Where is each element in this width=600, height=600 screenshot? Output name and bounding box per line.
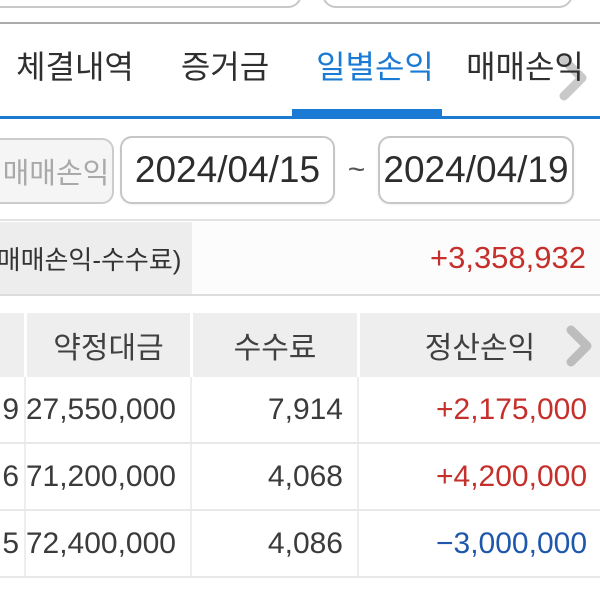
- table-row: 9 527,550,000 7,914 +2,175,000: [0, 377, 600, 444]
- summary-row: (매매손익-수수료) +3,358,932: [0, 222, 600, 296]
- row-fee: 7,914: [190, 377, 357, 442]
- row-settlement-pnl: +4,200,000: [357, 444, 600, 509]
- summary-value-cell: +3,358,932: [192, 222, 600, 294]
- chevron-right-icon[interactable]: [564, 325, 594, 367]
- tab-daily-pnl[interactable]: 일별손익: [316, 48, 434, 85]
- row-fee: 4,068: [190, 444, 357, 509]
- header-contract-amount: 약정대금: [27, 313, 190, 377]
- filter-row: 매매손익 2024/04/15 ~ 2024/04/19: [0, 119, 600, 221]
- row-date: 5: [2, 526, 19, 560]
- chevron-right-icon[interactable]: [556, 54, 590, 102]
- table-row: 6 271,200,000 4,068 +4,200,000: [0, 444, 600, 511]
- date-to-field[interactable]: 2024/04/19: [378, 136, 574, 204]
- row-contract-amount: 527,550,000: [24, 377, 190, 442]
- row-settlement-pnl: +2,175,000: [357, 377, 600, 442]
- row-contract-amount: 272,400,000: [24, 511, 190, 576]
- summary-label: (매매손익-수수료): [0, 244, 182, 275]
- tab-bar: 체결내역 증거금 일별손익 매매손익: [0, 24, 600, 119]
- row-fee: 4,086: [190, 511, 357, 576]
- summary-total-value: +3,358,932: [429, 240, 586, 275]
- active-tab-indicator: [292, 109, 442, 119]
- date-from-field[interactable]: 2024/04/15: [120, 136, 335, 204]
- table-header: 약정대금 수수료 정산손익: [0, 313, 600, 377]
- summary-label-cell: (매매손익-수수료): [0, 222, 192, 294]
- row-settlement-pnl: −3,000,000: [357, 511, 600, 576]
- trading-pnl-mode-button[interactable]: 매매손익: [0, 138, 114, 204]
- tab-trading-pnl[interactable]: 매매손익: [466, 48, 584, 85]
- tab-margin[interactable]: 증거금: [180, 48, 270, 85]
- table-body: 9 527,550,000 7,914 +2,175,000 6 271,200…: [0, 377, 600, 578]
- row-date: 6: [2, 459, 19, 493]
- header-settlement-pnl: 정산손익: [360, 313, 600, 377]
- tab-execution-history[interactable]: 체결내역: [16, 48, 134, 85]
- header-settlement-pnl-label: 정산손익: [424, 332, 536, 365]
- date-range-separator: ~: [347, 153, 366, 186]
- row-contract-amount: 271,200,000: [24, 444, 190, 509]
- header-fee: 수수료: [193, 313, 357, 377]
- header-date: [0, 313, 24, 377]
- row-date: 9: [2, 392, 19, 426]
- table-row: 5 272,400,000 4,086 −3,000,000: [0, 511, 600, 578]
- top-divider: [0, 0, 600, 24]
